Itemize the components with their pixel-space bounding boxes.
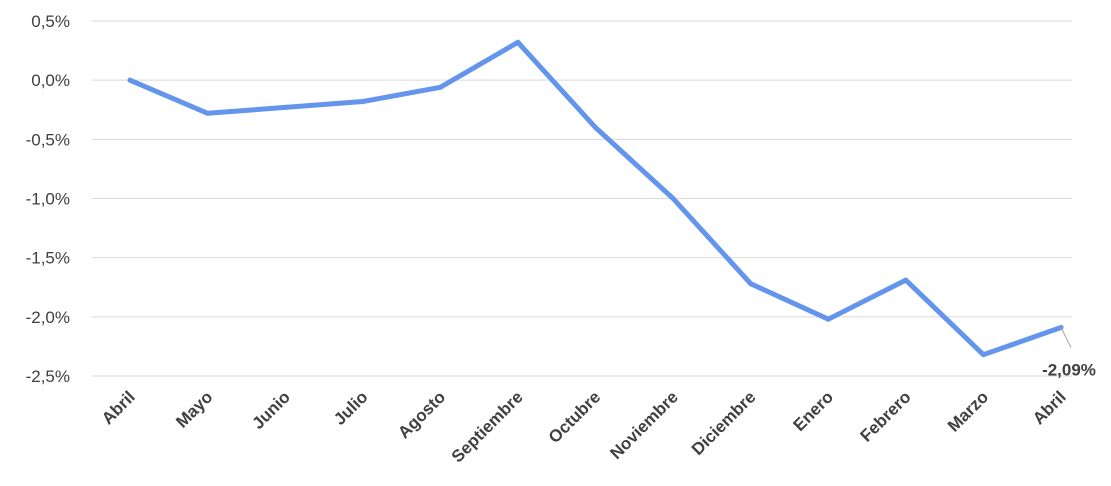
gridlines [92, 20, 1072, 377]
x-tick-label: Abril [1029, 387, 1070, 428]
x-tick-label: Agosto [394, 387, 449, 442]
data-point [360, 98, 366, 104]
data-point [670, 196, 676, 201]
x-tick-label: Julio [330, 387, 371, 428]
x-tick-label: Junio [248, 387, 293, 432]
x-tick-label: Mayo [172, 387, 216, 431]
x-tick-label: Septiembre [448, 387, 527, 466]
y-axis: 0,5% 0,0% -0,5% -1,0% -1,5% -2,0% -2,5% [26, 12, 70, 386]
y-tick-label: -1,0% [26, 190, 70, 209]
x-tick-label: Febrero [856, 387, 914, 445]
data-point [748, 281, 754, 287]
data-point [127, 77, 133, 83]
data-point [437, 84, 443, 90]
data-point [593, 125, 598, 130]
data-point [205, 110, 211, 116]
data-point [980, 352, 986, 358]
x-tick-label: Noviembre [606, 387, 682, 463]
y-tick-label: 0,5% [31, 12, 70, 31]
x-tick-label: Octubre [545, 387, 605, 447]
x-tick-label: Diciembre [688, 387, 760, 459]
data-point [903, 277, 909, 283]
annotations: -2,09% [1042, 327, 1096, 379]
x-tick-label: Enero [790, 387, 838, 435]
x-tick-label: Marzo [944, 387, 992, 435]
x-tick-label: Abril [98, 387, 139, 428]
data-label: -2,09% [1042, 360, 1096, 379]
y-tick-label: -2,0% [26, 308, 70, 327]
data-point [825, 316, 831, 322]
series-group [127, 39, 1064, 358]
y-tick-label: -1,5% [26, 249, 70, 268]
data-point [282, 104, 288, 110]
data-point [515, 39, 521, 45]
y-tick-label: -0,5% [26, 130, 70, 149]
y-tick-label: -2,5% [26, 367, 70, 386]
y-tick-label: 0,0% [31, 71, 70, 90]
leader-line [1060, 327, 1072, 348]
